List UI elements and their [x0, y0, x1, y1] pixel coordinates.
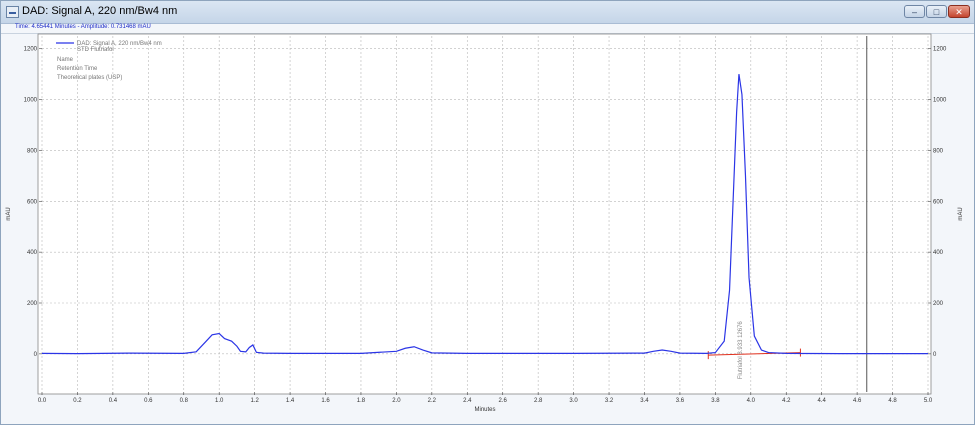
y-tick-label-right: 400: [933, 250, 944, 256]
y-tick-label-left: 800: [27, 148, 38, 154]
x-tick-label: 0.0: [38, 398, 47, 404]
x-tick-label: 2.2: [428, 398, 437, 404]
legend-row-name: Name: [57, 57, 74, 63]
axes: [39, 48, 931, 395]
x-tick-label: 2.8: [534, 398, 543, 404]
peak-annotation: Flutriafol 3.933 12676: [738, 321, 744, 380]
x-tick-label: 2.6: [499, 398, 508, 404]
cursor-status-readout: Time: 4.65441 Minutes - Amplitude: 0.731…: [15, 24, 151, 30]
x-tick-label: 0.4: [109, 398, 118, 404]
x-tick-label: 4.4: [818, 398, 827, 404]
x-tick-label: 1.6: [321, 398, 330, 404]
status-divider: [1, 33, 974, 34]
x-tick-label: 5.0: [924, 398, 933, 404]
x-tick-label: 2.0: [392, 398, 401, 404]
x-tick-label: 4.0: [747, 398, 756, 404]
legend-series-label: DAD: Signal A, 220 nm/Bw4 nm: [77, 41, 162, 47]
y-axis-label-right: mAU: [958, 207, 964, 220]
y-tick-label-left: 200: [27, 301, 38, 307]
y-tick-label-right: 1200: [933, 47, 947, 53]
x-tick-label: 3.4: [640, 398, 649, 404]
maximize-button[interactable]: □: [926, 5, 947, 18]
x-tick-label: 1.8: [357, 398, 366, 404]
y-tick-label-left: 1000: [24, 98, 38, 104]
legend-series-label-2: STD Flutriafol: [77, 47, 114, 53]
x-tick-label: 4.2: [782, 398, 791, 404]
x-tick-label: 3.6: [676, 398, 685, 404]
y-tick-label-left: 1200: [24, 47, 38, 53]
x-tick-label: 0.8: [180, 398, 189, 404]
title-bar[interactable]: DAD: Signal A, 220 nm/Bw4 nm – □ ✕: [1, 1, 974, 24]
x-tick-label: 1.0: [215, 398, 224, 404]
close-button[interactable]: ✕: [948, 5, 970, 18]
x-tick-label: 0.2: [73, 398, 82, 404]
y-axis-label-left: mAU: [6, 207, 12, 220]
x-tick-label: 3.0: [569, 398, 578, 404]
chart-app-icon: [6, 6, 19, 18]
x-tick-label: 1.4: [286, 398, 295, 404]
signal-trace: [41, 74, 928, 355]
x-tick-label: 0.6: [144, 398, 153, 404]
tick-labels: 0.0 0.2 0.4 0.6 0.8 1.0 1.2 1.4 1.6 1.8 2.0 2.2 2.4 2…: [24, 47, 947, 404]
legend-row-plates: Theoretical plates (USP): [57, 75, 122, 81]
plot-area: [37, 33, 932, 395]
y-tick-label-right: 200: [933, 301, 944, 307]
x-tick-label: 3.2: [605, 398, 614, 404]
legend-row-retention-time: Retention Time: [57, 66, 98, 72]
grid-lines: [41, 36, 929, 392]
y-tick-label-left: 400: [27, 250, 38, 256]
y-tick-label-left: 0: [34, 352, 38, 358]
y-tick-label-right: 1000: [933, 98, 947, 104]
x-axis-label: Minutes: [474, 407, 495, 413]
x-tick-label: 4.6: [853, 398, 862, 404]
legend: DAD: Signal A, 220 nm/Bw4 nm STD Flutria…: [56, 41, 162, 81]
y-tick-label-left: 600: [27, 199, 38, 205]
y-tick-label-right: 0: [933, 352, 937, 358]
y-tick-label-right: 600: [933, 199, 944, 205]
x-tick-label: 2.4: [463, 398, 472, 404]
y-tick-label-right: 800: [933, 148, 944, 154]
x-tick-label: 4.8: [888, 398, 897, 404]
window-title: DAD: Signal A, 220 nm/Bw4 nm: [22, 5, 178, 17]
x-tick-label: 3.8: [711, 398, 720, 404]
x-tick-label: 1.2: [250, 398, 259, 404]
minimize-button[interactable]: –: [904, 5, 925, 18]
